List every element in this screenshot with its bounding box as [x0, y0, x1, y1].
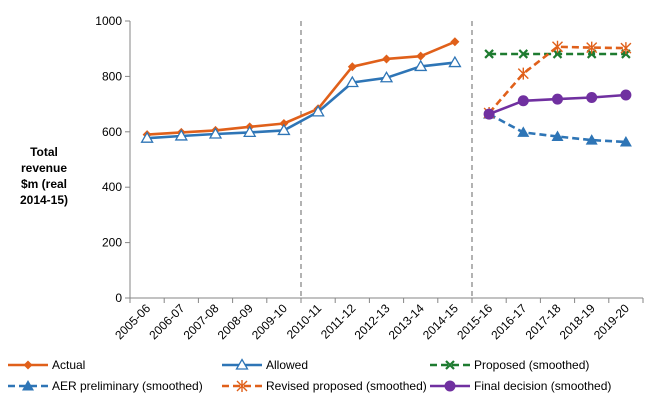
data-point — [586, 49, 597, 59]
x-tick-label: 2016-17 — [488, 301, 529, 342]
series-2 — [484, 49, 631, 59]
data-point — [311, 105, 325, 117]
x-tick-label: 2008-09 — [215, 301, 256, 342]
data-point — [619, 136, 632, 147]
data-point — [551, 130, 564, 142]
legend-marker — [236, 380, 248, 392]
series-line — [147, 40, 456, 136]
y-axis-title-line-3: $m (real — [21, 177, 67, 191]
data-point — [620, 89, 632, 101]
y-axis-title-line-2: revenue — [21, 161, 67, 175]
period-dividers — [300, 21, 473, 298]
legend-item: AER preliminary (smoothed) — [8, 379, 203, 393]
legend-marker — [445, 360, 455, 370]
legend-label: Proposed (smoothed) — [474, 358, 589, 372]
data-point — [174, 129, 188, 141]
x-tick-label: 2010-11 — [284, 301, 325, 342]
data-point — [518, 49, 529, 59]
series-5 — [483, 89, 632, 120]
data-point — [620, 42, 632, 55]
legend-marker — [22, 380, 34, 391]
legend: Actual Allowed Proposed (smoothed) AER prel… — [8, 358, 611, 393]
x-tick-label: 2006-07 — [146, 301, 187, 342]
data-point — [345, 75, 359, 88]
series-line — [147, 61, 456, 140]
x-tick-label: 2014-15 — [420, 301, 461, 342]
y-axis-title: Total revenue $m (real 2014-15) — [20, 145, 68, 207]
series-3 — [483, 108, 632, 147]
legend-marker — [235, 358, 249, 370]
data-point — [552, 49, 563, 59]
data-point — [517, 126, 530, 137]
legend-item: Final decision (smoothed) — [430, 379, 611, 393]
data-point — [279, 118, 289, 128]
y-tick-label: 600 — [102, 125, 122, 139]
data-point — [450, 37, 460, 47]
x-tick-label: 2005-06 — [112, 301, 153, 342]
y-axis-title-line-4: 2014-15) — [20, 193, 68, 207]
data-point — [416, 51, 426, 61]
y-tick-label: 400 — [102, 180, 122, 194]
x-tick-label: 2019-20 — [591, 301, 632, 342]
x-tick-label: 2018-19 — [557, 301, 598, 342]
data-point — [586, 91, 598, 103]
data-point — [552, 40, 563, 53]
data-point — [483, 108, 495, 120]
series-4 — [483, 40, 632, 119]
series-1 — [140, 55, 462, 143]
data-point — [140, 131, 154, 143]
legend-item: Revised proposed (smoothed) — [222, 379, 427, 393]
x-tick-label: 2012-13 — [352, 301, 393, 342]
data-point — [517, 67, 529, 80]
data-point — [448, 55, 462, 68]
legend-label: AER preliminary (smoothed) — [52, 379, 203, 393]
legend-item: Proposed (smoothed) — [430, 358, 589, 372]
data-point — [552, 93, 563, 105]
x-tick-label: 2007-08 — [181, 301, 222, 342]
legend-item: Allowed — [222, 358, 308, 372]
data-point — [208, 127, 223, 139]
x-tick-label: 2009-10 — [249, 301, 290, 342]
x-tick-label: 2013-14 — [386, 301, 427, 342]
legend-label: Revised proposed (smoothed) — [266, 379, 427, 393]
y-tick-label: 0 — [115, 291, 122, 305]
legend-marker — [23, 360, 33, 370]
data-point — [277, 123, 291, 136]
y-tick-label: 200 — [102, 236, 122, 250]
data-point — [382, 54, 391, 64]
data-point — [586, 41, 598, 54]
legend-marker — [444, 380, 456, 392]
data-point — [379, 70, 394, 83]
data-point — [243, 125, 257, 138]
series-layer — [140, 37, 632, 147]
data-point — [414, 59, 428, 72]
x-tick-label: 2015-16 — [454, 301, 495, 342]
y-tick-label: 1000 — [95, 14, 122, 28]
data-point — [484, 49, 494, 59]
legend-label: Final decision (smoothed) — [474, 379, 611, 393]
legend-label: Actual — [52, 358, 85, 372]
series-line — [488, 45, 626, 114]
x-tick-label: 2017-18 — [523, 301, 564, 342]
data-point — [347, 62, 357, 72]
series-line — [488, 112, 626, 144]
data-point — [585, 134, 598, 145]
y-tick-label: 800 — [102, 69, 122, 83]
legend-item: Actual — [8, 358, 85, 372]
y-axis-title-line-1: Total — [30, 145, 58, 159]
x-tick-label: 2011-12 — [318, 301, 359, 342]
legend-label: Allowed — [266, 358, 308, 372]
data-point — [517, 95, 529, 107]
